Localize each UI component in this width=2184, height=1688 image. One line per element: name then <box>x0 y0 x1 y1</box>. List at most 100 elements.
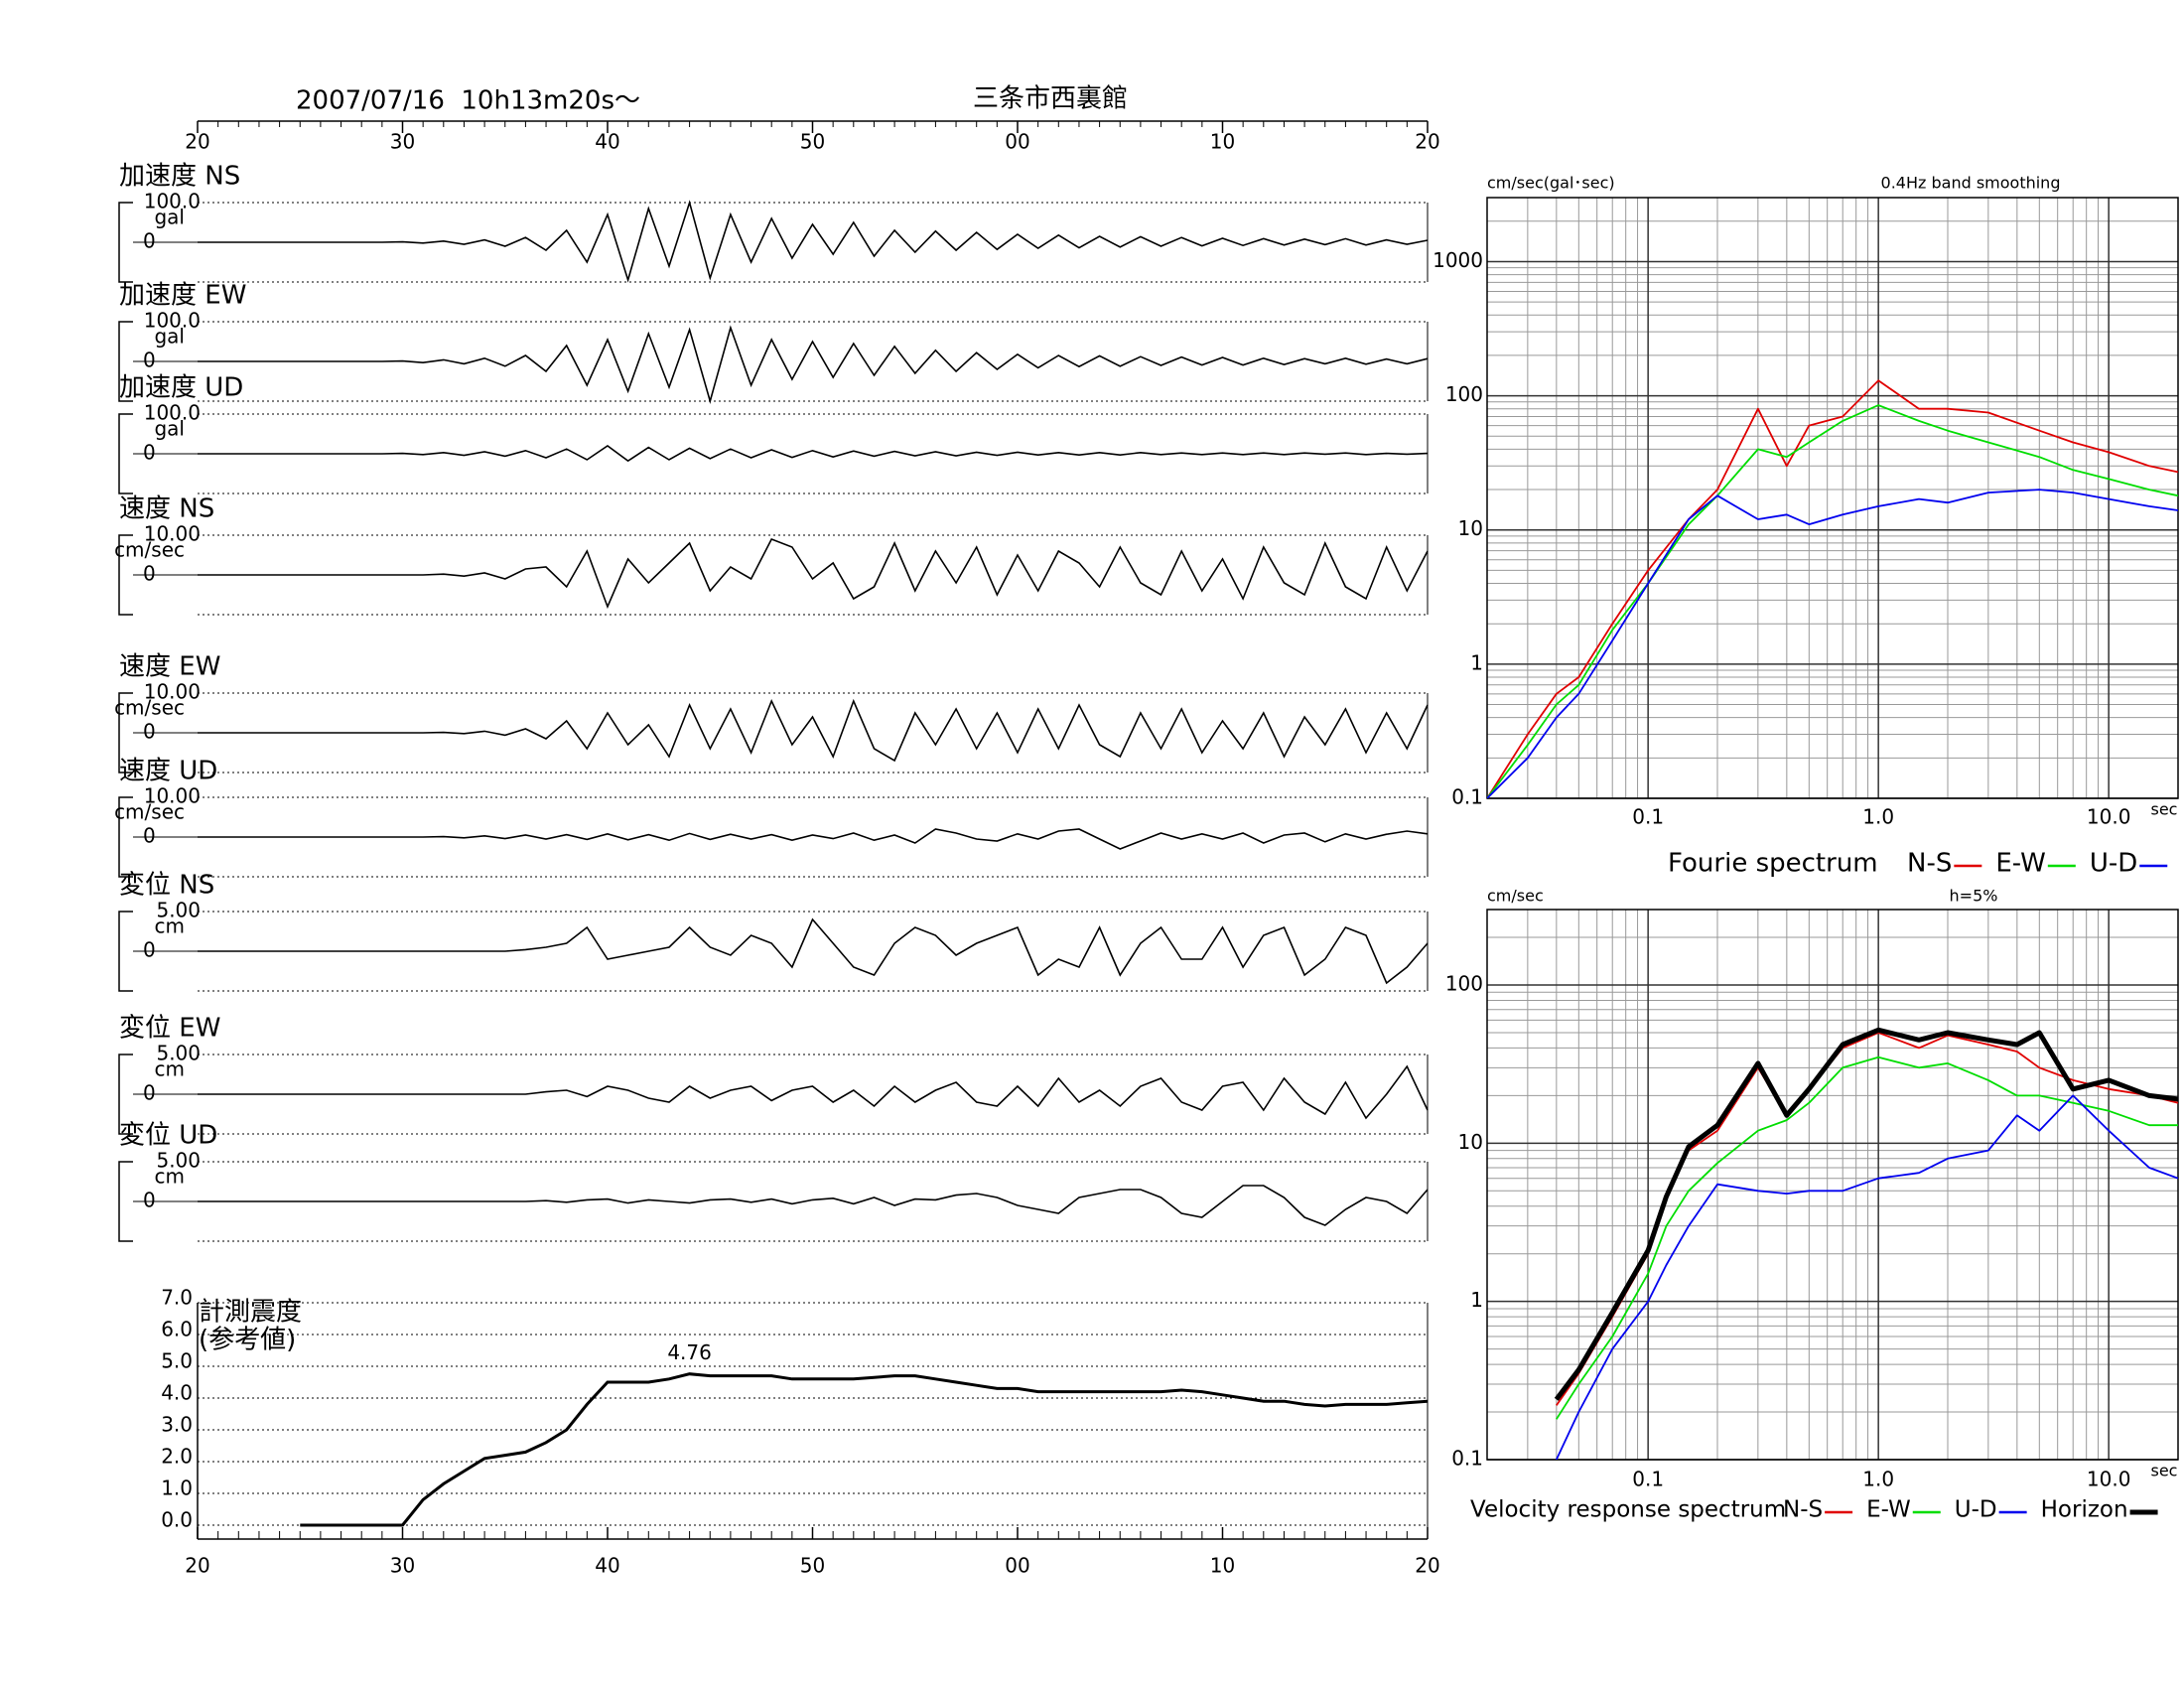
time-tick-label: 20 <box>185 130 209 154</box>
intensity-title: 計測震度 <box>199 1298 302 1328</box>
panel-tick-label: 0 <box>143 229 156 253</box>
plot-frame <box>1486 909 2179 1461</box>
time-tick-label: 10 <box>1210 130 1235 154</box>
fourier-title: Fourie spectrum <box>1668 849 1878 879</box>
waveform <box>198 1185 1429 1226</box>
waveform <box>198 698 1429 763</box>
x-tick-label: 1.0 <box>1862 805 1894 829</box>
time-tick-label: 40 <box>595 130 619 154</box>
panel-bracket <box>118 692 133 774</box>
panel-bracket <box>118 321 133 402</box>
legend-label: N-S <box>1783 1497 1823 1523</box>
waveform <box>198 445 1429 463</box>
waveform <box>198 917 1429 985</box>
panel-tick-label: 0 <box>143 1189 156 1212</box>
fourier-note: 0.4Hz band smoothing <box>1881 174 2061 193</box>
y-tick-label: 1 <box>1470 650 1483 674</box>
legend-label: N-S <box>1907 849 1952 879</box>
legend-label: U-D <box>2090 849 2137 879</box>
fourier-unit: cm/sec(gal･sec) <box>1487 174 1615 193</box>
panel-unit: gal <box>154 417 185 441</box>
fourier-x-unit: sec <box>2151 800 2178 819</box>
x-tick-label: 20 <box>185 1554 209 1578</box>
panel-bracket <box>118 911 133 992</box>
panel-bracket <box>118 202 133 283</box>
panel-bracket <box>118 796 133 878</box>
y-tick-label: 5.0 <box>161 1349 193 1373</box>
panel-tick-label: 0 <box>143 938 156 962</box>
waveform <box>198 200 1429 283</box>
time-tick-label: 30 <box>390 130 415 154</box>
spectrum-line <box>1556 1055 2178 1420</box>
panel-tick-label: 5.00 <box>156 1042 201 1065</box>
x-tick-label: 00 <box>1005 1554 1029 1578</box>
panel-tick-label: 0 <box>143 349 156 372</box>
y-tick-label: 3.0 <box>161 1413 193 1437</box>
panel-unit: gal <box>154 325 185 349</box>
y-tick-label: 1.0 <box>161 1477 193 1500</box>
intensity-subtitle: (参考値) <box>199 1326 296 1355</box>
spectrum-line <box>1554 1027 2178 1401</box>
y-tick-label: 100 <box>1445 382 1483 406</box>
y-tick-label: 1 <box>1470 1288 1483 1312</box>
intensity-line <box>300 1372 1429 1527</box>
response-unit: cm/sec <box>1487 887 1544 906</box>
panel-tick-label: 0 <box>143 562 156 586</box>
panel-label: 加速度 EW <box>119 281 246 311</box>
response-title: Velocity response spectrum <box>1470 1497 1786 1523</box>
y-tick-label: 6.0 <box>161 1318 193 1341</box>
spectrum-line <box>1487 489 2178 798</box>
x-tick-label: 50 <box>800 1554 825 1578</box>
panel-tick-label: 100.0 <box>144 401 201 425</box>
panel-tick-label: 0 <box>143 441 156 465</box>
y-tick-label: 4.0 <box>161 1381 193 1405</box>
waveform <box>198 325 1429 404</box>
y-tick-label: 0.1 <box>1451 785 1483 809</box>
waveform <box>198 537 1429 610</box>
panel-tick-label: 0 <box>143 824 156 848</box>
panel-tick-label: 100.0 <box>144 190 201 213</box>
y-tick-label: 100 <box>1445 972 1483 996</box>
y-tick-label: 2.0 <box>161 1445 193 1469</box>
panel-label: 変位 EW <box>119 1014 220 1044</box>
panel-unit: cm <box>155 914 185 938</box>
x-tick-label: 20 <box>1415 1554 1439 1578</box>
panel-tick-label: 10.00 <box>144 680 201 704</box>
panel-label: 変位 NS <box>119 871 214 901</box>
panel-unit: cm/sec <box>114 800 185 824</box>
panel-tick-label: 10.00 <box>144 784 201 808</box>
station-title: 三条市西裏館 <box>973 84 1128 114</box>
panel-tick-label: 0 <box>143 720 156 744</box>
spectrum-line <box>1555 1094 2178 1460</box>
time-tick-label: 50 <box>800 130 825 154</box>
plot-frame <box>1486 197 2179 799</box>
x-tick-label: 1.0 <box>1862 1468 1894 1491</box>
spectrum-line <box>1487 379 2178 798</box>
y-tick-label: 10 <box>1458 516 1483 540</box>
x-tick-label: 10 <box>1210 1554 1235 1578</box>
response-note: h=5% <box>1950 887 1998 906</box>
panel-bracket <box>118 1054 133 1135</box>
y-tick-label: 0.0 <box>161 1508 193 1532</box>
panel-tick-label: 5.00 <box>156 899 201 922</box>
y-tick-label: 10 <box>1458 1130 1483 1154</box>
record-time: 2007/07/16 10h13m20s〜 <box>296 86 640 116</box>
time-tick-label: 00 <box>1005 130 1029 154</box>
y-tick-label: 0.1 <box>1451 1447 1483 1471</box>
x-tick-label: 10.0 <box>2087 805 2131 829</box>
panel-unit: cm/sec <box>114 538 185 562</box>
panel-unit: cm <box>155 1057 185 1081</box>
panel-label: 加速度 UD <box>119 373 243 403</box>
time-tick-label: 20 <box>1415 130 1439 154</box>
x-tick-label: 40 <box>595 1554 619 1578</box>
response-x-unit: sec <box>2151 1462 2178 1480</box>
x-tick-label: 10.0 <box>2087 1468 2131 1491</box>
panel-label: 変位 UD <box>119 1121 217 1151</box>
legend-label: E-W <box>1866 1497 1911 1523</box>
legend-label: E-W <box>1995 849 2045 879</box>
panel-unit: cm <box>155 1165 185 1189</box>
max-label: 4.76 <box>667 1340 712 1364</box>
panel-label: 速度 UD <box>119 757 217 786</box>
